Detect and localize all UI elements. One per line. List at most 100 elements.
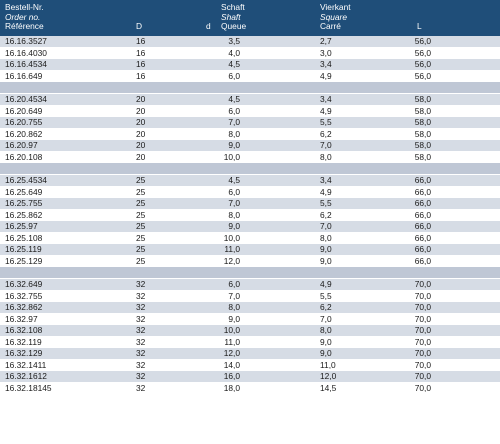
cell-reference: 16.25.4534 [5, 175, 47, 185]
table-row: 16.32.1612 32 16,0 12,0 70,0 [0, 371, 500, 383]
table-row: 16.32.119 32 11,0 9,0 70,0 [0, 336, 500, 348]
cell-reference: 16.32.129 [5, 348, 43, 358]
cell-square: 9,0 [320, 255, 332, 266]
cell-reference: 16.16.649 [5, 70, 43, 81]
cell-L: 70,0 [414, 325, 431, 335]
cell-shaft: 10,0 [223, 232, 240, 243]
table-row: 16.20.755 20 7,0 5,5 58,0 [0, 117, 500, 129]
cell-D: 32 [136, 336, 146, 347]
table-row: 16.16.4534 16 4,5 3,4 56,0 [0, 59, 500, 71]
cell-reference: 16.32.649 [5, 279, 43, 289]
cell-reference: 16.20.4534 [5, 94, 47, 104]
cell-square: 2,7 [320, 36, 332, 46]
cell-square: 4,9 [320, 70, 332, 81]
header-D: D [136, 20, 143, 31]
cell-D: 32 [136, 348, 146, 358]
cell-D: 32 [136, 313, 146, 324]
cell-reference: 16.16.4534 [5, 59, 47, 69]
cell-shaft: 4,5 [228, 175, 240, 185]
header-shaft: Schaft Shaft Queue [221, 2, 246, 32]
cell-square: 9,0 [320, 348, 332, 358]
cell-L: 70,0 [414, 290, 431, 301]
cell-reference: 16.25.129 [5, 255, 43, 266]
cell-L: 66,0 [414, 221, 431, 231]
cell-reference: 16.20.97 [5, 140, 38, 150]
cell-L: 70,0 [414, 382, 431, 393]
cell-reference: 16.20.862 [5, 128, 43, 139]
cell-reference: 16.32.1612 [5, 371, 47, 381]
cell-reference: 16.20.108 [5, 151, 43, 162]
cell-square: 9,0 [320, 244, 332, 254]
cell-D: 32 [136, 325, 146, 335]
cell-square: 11,0 [320, 359, 336, 370]
cell-reference: 16.32.97 [5, 313, 38, 324]
cell-L: 70,0 [414, 302, 431, 312]
cell-shaft: 7,0 [228, 198, 240, 208]
cell-shaft: 7,0 [228, 290, 240, 301]
cell-shaft: 14,0 [223, 359, 240, 370]
table-row: 16.20.108 20 10,0 8,0 58,0 [0, 151, 500, 163]
cell-square: 6,2 [320, 209, 332, 220]
cell-D: 20 [136, 117, 146, 127]
cell-shaft: 3,5 [228, 36, 240, 46]
cell-square: 8,0 [320, 151, 332, 162]
table-row: 16.32.18145 32 18,0 14,5 70,0 [0, 382, 500, 394]
cell-L: 56,0 [414, 36, 431, 46]
table-row: 16.16.649 16 6,0 4,9 56,0 [0, 70, 500, 82]
header-square-en: Square [320, 11, 348, 22]
cell-D: 32 [136, 359, 146, 370]
table-body: 16.16.3527 16 3,5 2,7 56,0 16.16.4030 16 4,0 3,0… [0, 36, 500, 394]
cell-reference: 16.32.18145 [5, 382, 52, 393]
cell-reference: 16.32.862 [5, 302, 43, 312]
cell-square: 8,0 [320, 232, 332, 243]
cell-D: 20 [136, 105, 146, 116]
cell-L: 58,0 [414, 117, 431, 127]
cell-D: 25 [136, 221, 146, 231]
table-row: 16.32.1411 32 14,0 11,0 70,0 [0, 359, 500, 371]
cell-L: 56,0 [414, 59, 431, 69]
table-row: 16.32.862 32 8,0 6,2 70,0 [0, 302, 500, 314]
cell-L: 66,0 [414, 209, 431, 220]
header-square-fr: Carré [320, 21, 341, 32]
table-row: 16.25.129 25 12,0 9,0 66,0 [0, 255, 500, 267]
table-row: 16.25.119 25 11,0 9,0 66,0 [0, 244, 500, 256]
table-row: 16.25.4534 25 4,5 3,4 66,0 [0, 175, 500, 187]
cell-D: 16 [136, 59, 146, 69]
cell-shaft: 4,0 [228, 47, 240, 58]
cell-D: 25 [136, 186, 146, 197]
cell-D: 25 [136, 255, 146, 266]
cell-D: 32 [136, 290, 146, 301]
cell-reference: 16.20.755 [5, 117, 43, 127]
table-row: 16.20.4534 20 4,5 3,4 58,0 [0, 94, 500, 106]
cell-square: 6,2 [320, 128, 332, 139]
cell-L: 66,0 [414, 198, 431, 208]
cell-D: 25 [136, 198, 146, 208]
cell-square: 5,5 [320, 117, 332, 127]
table-row: 16.16.3527 16 3,5 2,7 56,0 [0, 36, 500, 48]
group-separator [0, 82, 500, 94]
cell-D: 16 [136, 36, 146, 46]
cell-L: 66,0 [414, 244, 431, 254]
table-row: 16.25.755 25 7,0 5,5 66,0 [0, 198, 500, 210]
cell-L: 70,0 [414, 348, 431, 358]
cell-D: 32 [136, 371, 146, 381]
cell-reference: 16.25.862 [5, 209, 43, 220]
cell-D: 16 [136, 47, 146, 58]
cell-shaft: 11,0 [224, 244, 240, 254]
cell-reference: 16.25.108 [5, 232, 43, 243]
cell-reference: 16.25.97 [5, 221, 38, 231]
cell-L: 66,0 [414, 232, 431, 243]
cell-square: 5,5 [320, 290, 332, 301]
cell-shaft: 11,0 [224, 336, 240, 347]
cell-D: 25 [136, 209, 146, 220]
cell-shaft: 6,0 [228, 105, 240, 116]
cell-reference: 16.25.755 [5, 198, 43, 208]
table-row: 16.20.649 20 6,0 4,9 58,0 [0, 105, 500, 117]
cell-D: 20 [136, 140, 146, 150]
cell-L: 70,0 [414, 279, 431, 289]
table-row: 16.25.649 25 6,0 4,9 66,0 [0, 186, 500, 198]
table-row: 16.16.4030 16 4,0 3,0 56,0 [0, 47, 500, 59]
cell-shaft: 18,0 [223, 382, 240, 393]
cell-L: 58,0 [414, 140, 431, 150]
cell-reference: 16.25.119 [5, 244, 42, 254]
